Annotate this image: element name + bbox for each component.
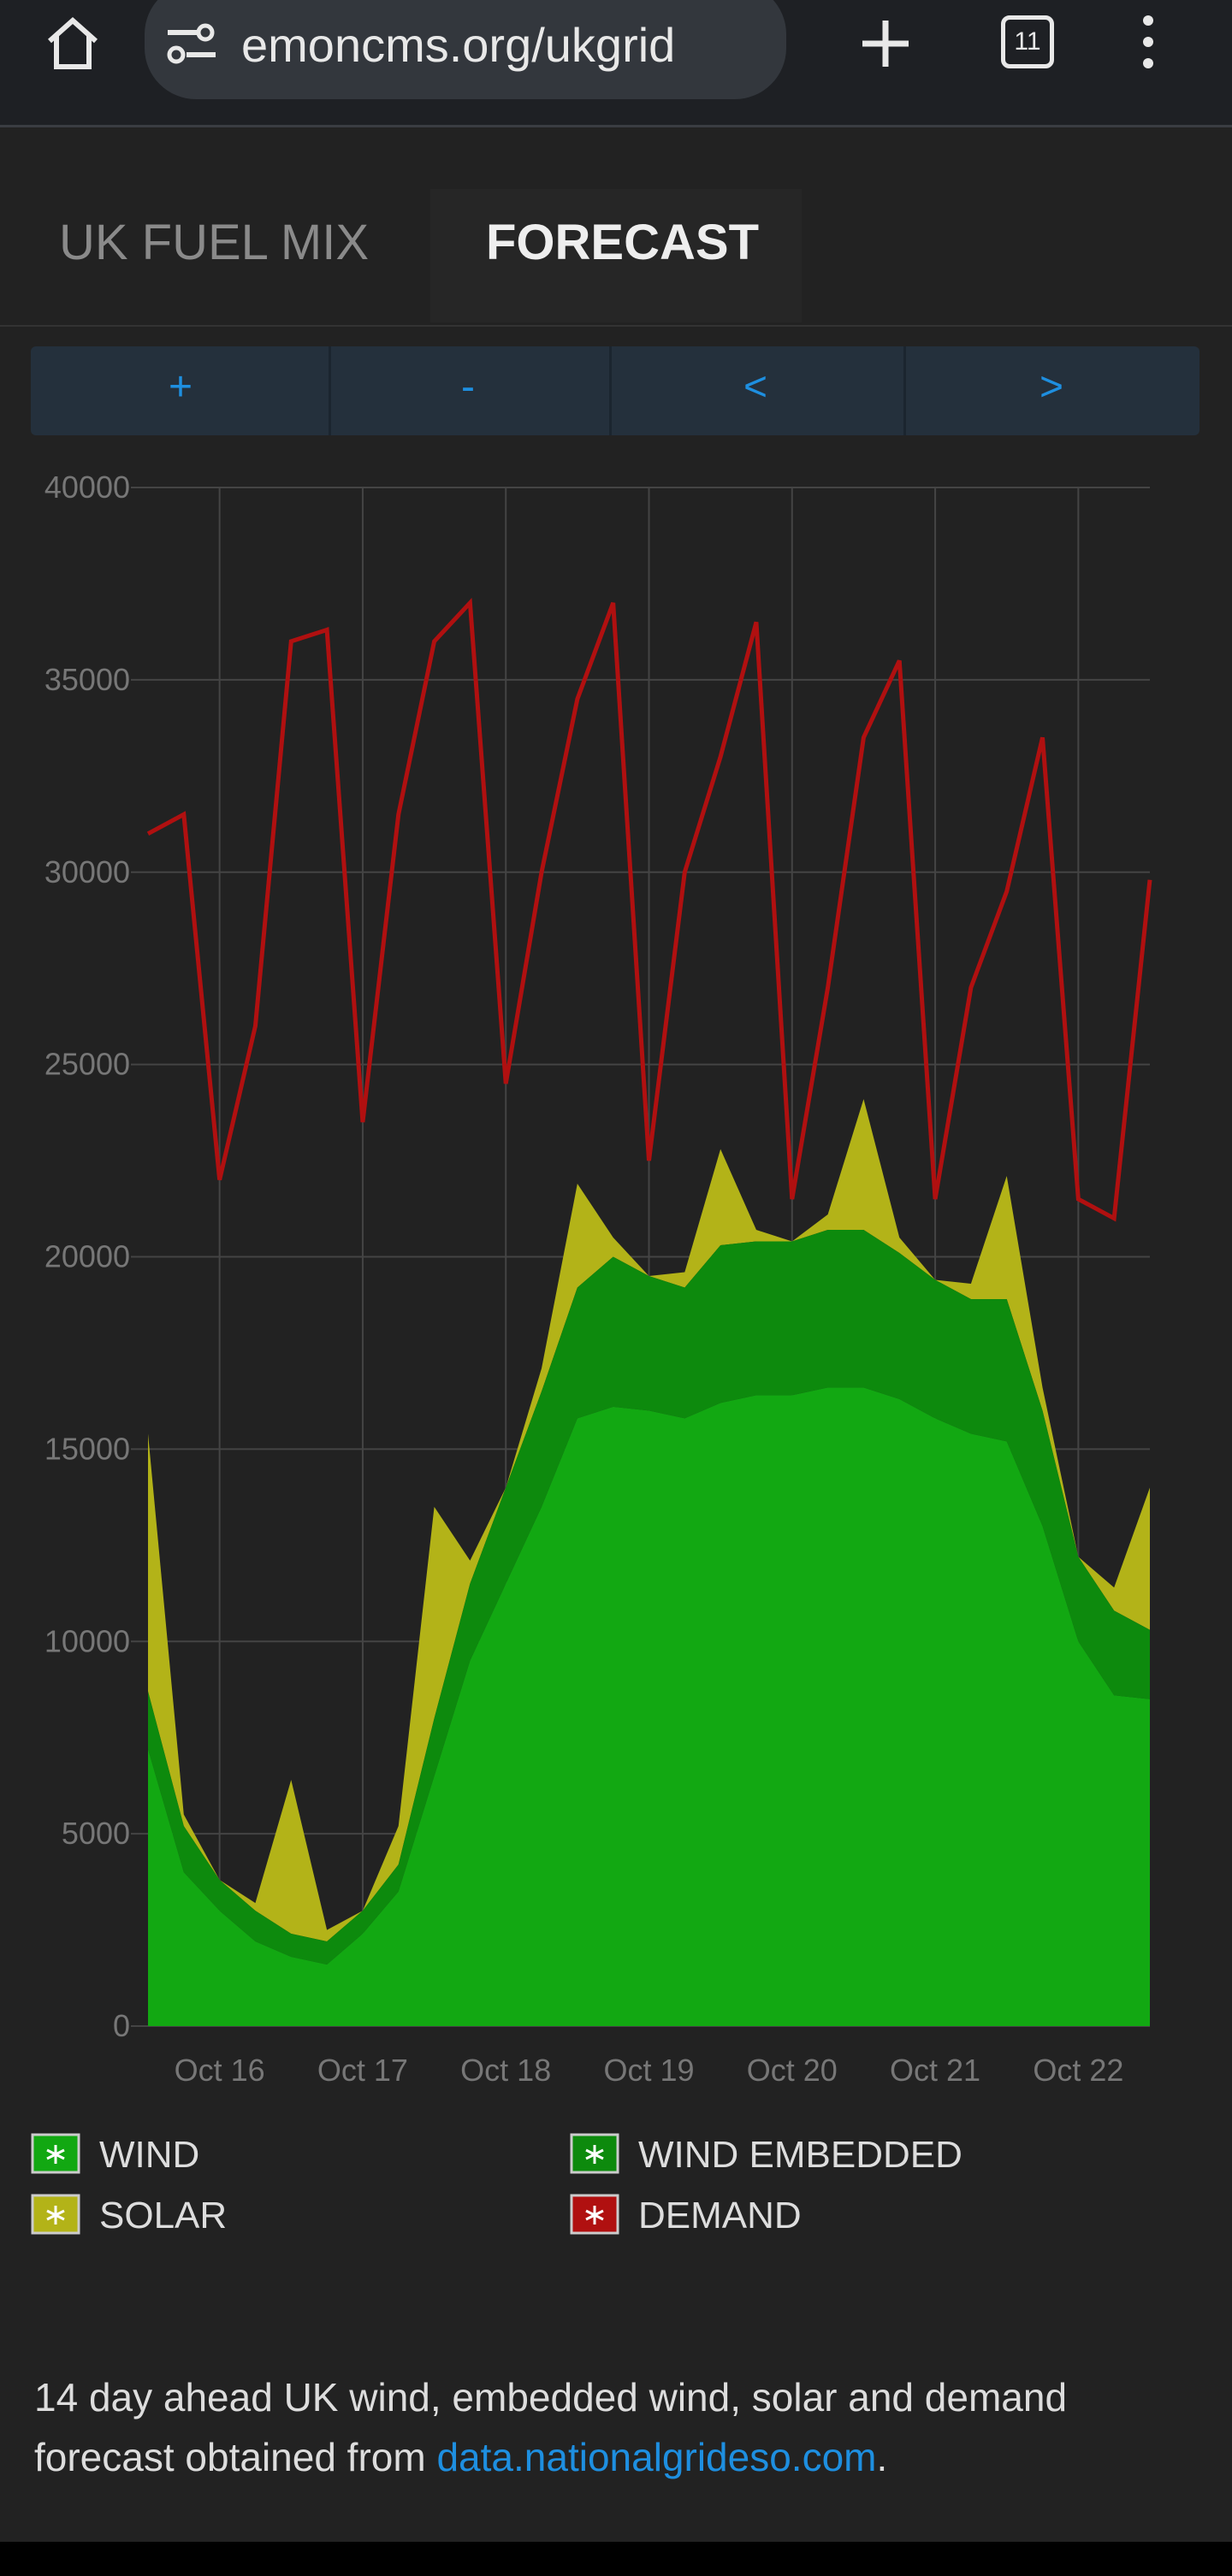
legend-item[interactable]: WIND	[31, 2133, 199, 2176]
divider	[903, 346, 906, 435]
zoom-out-button[interactable]: -	[461, 364, 475, 410]
chart: 0 5000 10000 15000 20000 25000 30000 35000 40000…	[31, 470, 1152, 2236]
home-icon[interactable]	[43, 14, 103, 74]
x-tick-label: Oct 19	[603, 2053, 694, 2088]
site-settings-icon[interactable]	[163, 19, 222, 70]
x-tick-label: Oct 18	[460, 2053, 551, 2088]
y-tick-label: 40000	[44, 470, 130, 505]
legend-label: SOLAR	[99, 2195, 227, 2236]
legend-star	[585, 2145, 604, 2164]
divider	[0, 325, 1232, 327]
control-bar	[31, 346, 1199, 435]
y-tick-label: 35000	[44, 662, 130, 697]
tab-selected-bg	[430, 189, 802, 322]
browser-bar: emoncms.org/ukgrid 11	[0, 0, 1232, 127]
legend-star	[585, 2206, 604, 2224]
zoom-in-button[interactable]: +	[168, 364, 193, 410]
area	[148, 1230, 1150, 1965]
legend-star	[46, 2145, 65, 2164]
y-tick-label: 20000	[44, 1239, 130, 1274]
legend-star	[46, 2206, 65, 2224]
legend-label: DEMAND	[638, 2195, 802, 2236]
tab[interactable]: FORECAST	[486, 215, 759, 270]
tab[interactable]: UK FUEL MIX	[59, 215, 370, 270]
area	[148, 1387, 1150, 2026]
link[interactable]: data.nationalgrideso.com	[436, 2435, 877, 2479]
description-text: 14 day ahead UK wind, embedded wind, sol…	[34, 2375, 1068, 2479]
y-tick-label: 5000	[62, 1816, 130, 1851]
menu-icon[interactable]	[1131, 12, 1165, 72]
description-end: .	[876, 2435, 888, 2479]
y-tick-label: 10000	[44, 1623, 130, 1658]
legend-item[interactable]: DEMAND	[570, 2194, 802, 2236]
legend-item[interactable]: WIND EMBEDDED	[570, 2133, 962, 2176]
legend-item[interactable]: SOLAR	[31, 2194, 227, 2236]
x-tick-label: Oct 22	[1033, 2053, 1123, 2088]
x-tick-label: Oct 16	[175, 2053, 265, 2088]
x-tick-label: Oct 17	[317, 2053, 408, 2088]
y-tick-label: 0	[113, 2008, 130, 2043]
nav-bar	[0, 2542, 1232, 2576]
url-text: emoncms.org/ukgrid	[241, 18, 676, 72]
legend-label: WIND	[99, 2134, 199, 2176]
line	[146, 598, 1152, 1222]
url-bar[interactable]	[145, 0, 786, 99]
legend-label: WIND EMBEDDED	[638, 2134, 962, 2176]
description: 14 day ahead UK wind, embedded wind, sol…	[34, 2367, 1172, 2487]
y-tick-label: 25000	[44, 1047, 130, 1082]
x-tick-label: Oct 20	[747, 2053, 838, 2088]
y-tick-label: 30000	[44, 854, 130, 889]
next-button[interactable]: >	[1039, 364, 1064, 410]
tab-count[interactable]: 11	[1001, 15, 1054, 68]
prev-button[interactable]: <	[743, 364, 768, 410]
new-tab-icon[interactable]	[856, 14, 915, 74]
divider	[609, 346, 612, 435]
x-tick-label: Oct 21	[890, 2053, 980, 2088]
divider	[329, 346, 331, 435]
y-tick-label: 15000	[44, 1431, 130, 1466]
